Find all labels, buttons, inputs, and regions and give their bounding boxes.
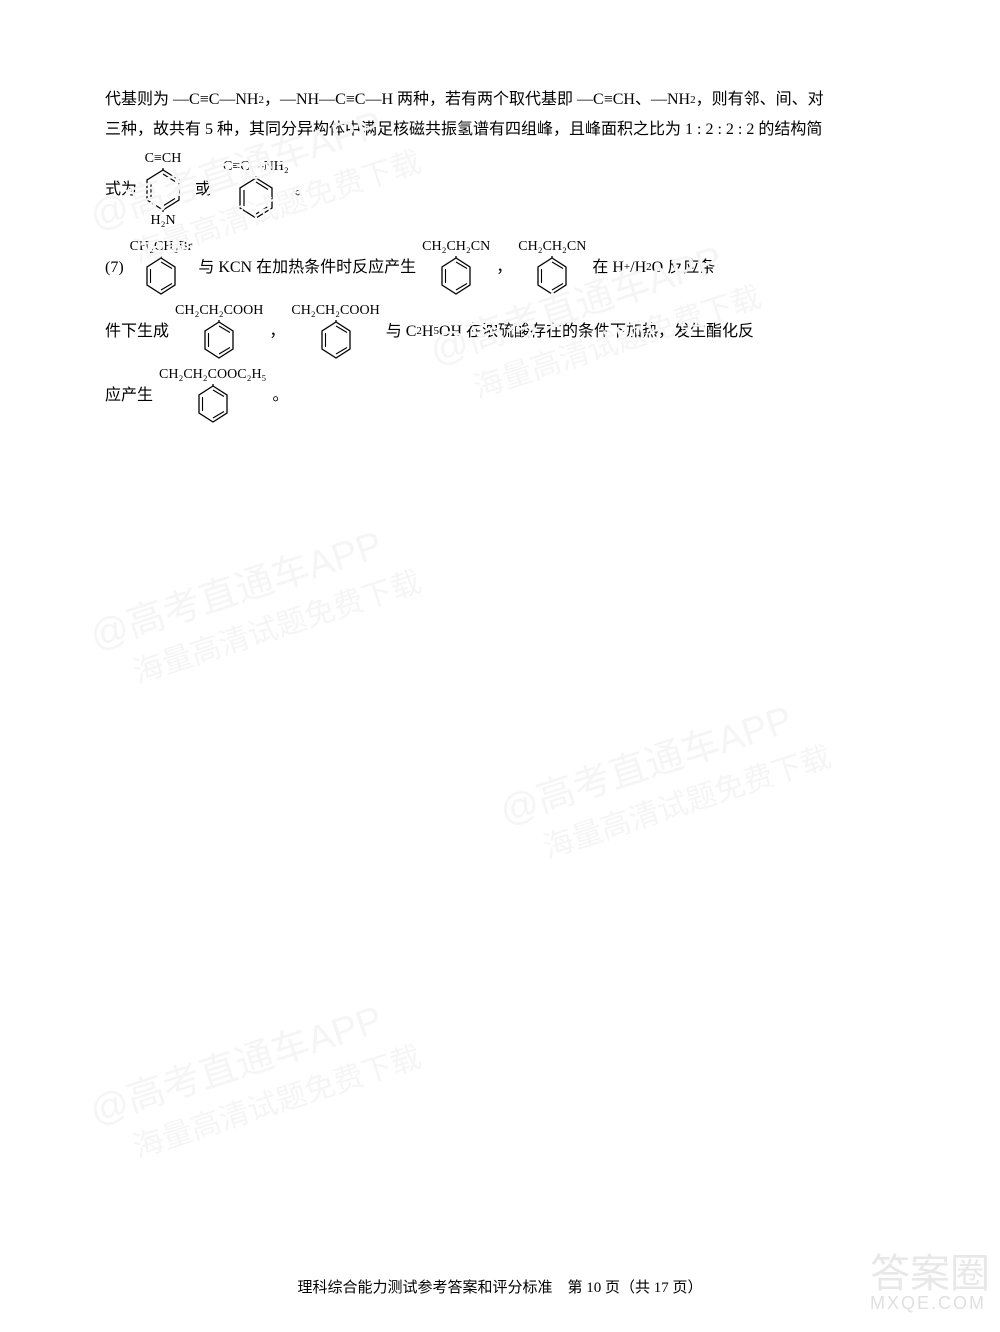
para-7-line-1: (7) CH₂CH₂Br 与 KCN 在加热条件时反应产生 CH₂CH₂CN [105,240,895,296]
text-p3a: 式为 [105,175,137,205]
watermark-5: @高考直通车APP 海量高清试题免费下载 [83,986,426,1179]
text-p1c: ，则有邻、间、对 [696,85,824,115]
structure-2-top: C≡C—NH₂ [223,160,289,174]
text-p9a: 应产生 [105,381,153,411]
structure-7: CH₂CH₂COOH [291,304,379,360]
main-content: 代基则为 —C≡C—NH2 ，—NH—C≡C—H 两种，若有两个取代基即 —C≡… [105,85,895,424]
benzene-icon [195,384,231,424]
text-p8b: ， [269,317,285,347]
structure-8: CH₂CH₂COOC₂H₅ [159,368,266,424]
text-p8a: 件下生成 [105,317,169,347]
stamp-main: 答案圈 [870,1254,990,1294]
watermark-line2: 海量高清试题免费下载 [128,562,426,695]
benzene-icon [201,320,237,360]
footer-text: 理科综合能力测试参考答案和评分标准 第 10 页（共 17 页） [297,1280,702,1296]
structure-5-top: CH₂CH₂CN [518,240,586,254]
stamp-sub: MXQE.COM [870,1294,990,1312]
para-7-line-3: 应产生 CH₂CH₂COOC₂H₅ 。 [105,368,895,424]
watermark-line2: 海量高清试题免费下载 [538,737,836,870]
text-p3b: 或 [195,175,211,205]
structure-1-top: C≡CH [145,152,182,166]
structure-6-top: CH₂CH₂COOH [175,304,263,318]
text-p7e: /H [630,253,646,283]
structure-1-bottom: H₂N [150,214,175,228]
text-p8d: H [422,317,434,347]
text-p3c: 。 [295,175,311,205]
text-p8c: 与 C [386,317,417,347]
text-p7c: ， [496,253,512,283]
benzene-icon [534,256,570,296]
structure-8-top: CH₂CH₂COOC₂H₅ [159,368,266,382]
benzene-icon [438,256,474,296]
benzene-icon [143,256,179,296]
benzene-icon [236,176,276,220]
text-p9b: 。 [272,381,288,411]
watermark-line2: 海量高清试题免费下载 [128,1037,426,1170]
text-p7d: 在 H [592,253,624,283]
para-1-line-1: 代基则为 —C≡C—NH2 ，—NH—C≡C—H 两种，若有两个取代基即 —C≡… [105,85,895,115]
structure-7-top: CH₂CH₂COOH [291,304,379,318]
text-p7f: O 反应条 [652,253,716,283]
text-p7b: 与 KCN 在加热条件时反应产生 [198,253,416,283]
structure-1: C≡CH H₂N [143,152,183,228]
page-footer: 理科综合能力测试参考答案和评分标准 第 10 页（共 17 页） [0,1276,1000,1297]
structure-6: CH₂CH₂COOH [175,304,263,360]
structure-3: CH₂CH₂Br [130,240,193,296]
watermark-line1: @高考直通车APP [493,686,823,839]
benzene-icon [143,168,183,212]
para-1-line-2: 三种，故共有 5 种，其同分异构体中满足核磁共振氢谱有四组峰，且峰面积之比为 1… [105,115,895,145]
text-p7a: (7) [105,253,124,283]
text-p8e: OH 在浓硫酸存在的条件下加热，发生酯化反 [439,317,754,347]
watermark-4: @高考直通车APP 海量高清试题免费下载 [493,686,836,879]
structure-2: C≡C—NH₂ [223,160,289,220]
structure-3-top: CH₂CH₂Br [130,240,193,254]
benzene-icon [318,320,354,360]
para-7-line-2: 件下生成 CH₂CH₂COOH ， CH₂CH₂COOH 与 C2H5OH [105,304,895,360]
text-p1a: 代基则为 —C≡C—NH [105,85,258,115]
structure-4-top: CH₂CH₂CN [422,240,490,254]
structure-4: CH₂CH₂CN [422,240,490,296]
structure-5: CH₂CH₂CN [518,240,586,296]
watermark-line1: @高考直通车APP [83,986,413,1139]
text-p1b: ，—NH—C≡C—H 两种，若有两个取代基即 —C≡CH、—NH [264,85,690,115]
watermark-line1: @高考直通车APP [83,511,413,664]
stamp: 答案圈 MXQE.COM [870,1254,990,1312]
text-p2: 三种，故共有 5 种，其同分异构体中满足核磁共振氢谱有四组峰，且峰面积之比为 1… [105,115,822,145]
watermark-3: @高考直通车APP 海量高清试题免费下载 [83,511,426,704]
para-structures-1: 式为 C≡CH H₂N 或 C≡C—NH₂ [105,152,895,228]
